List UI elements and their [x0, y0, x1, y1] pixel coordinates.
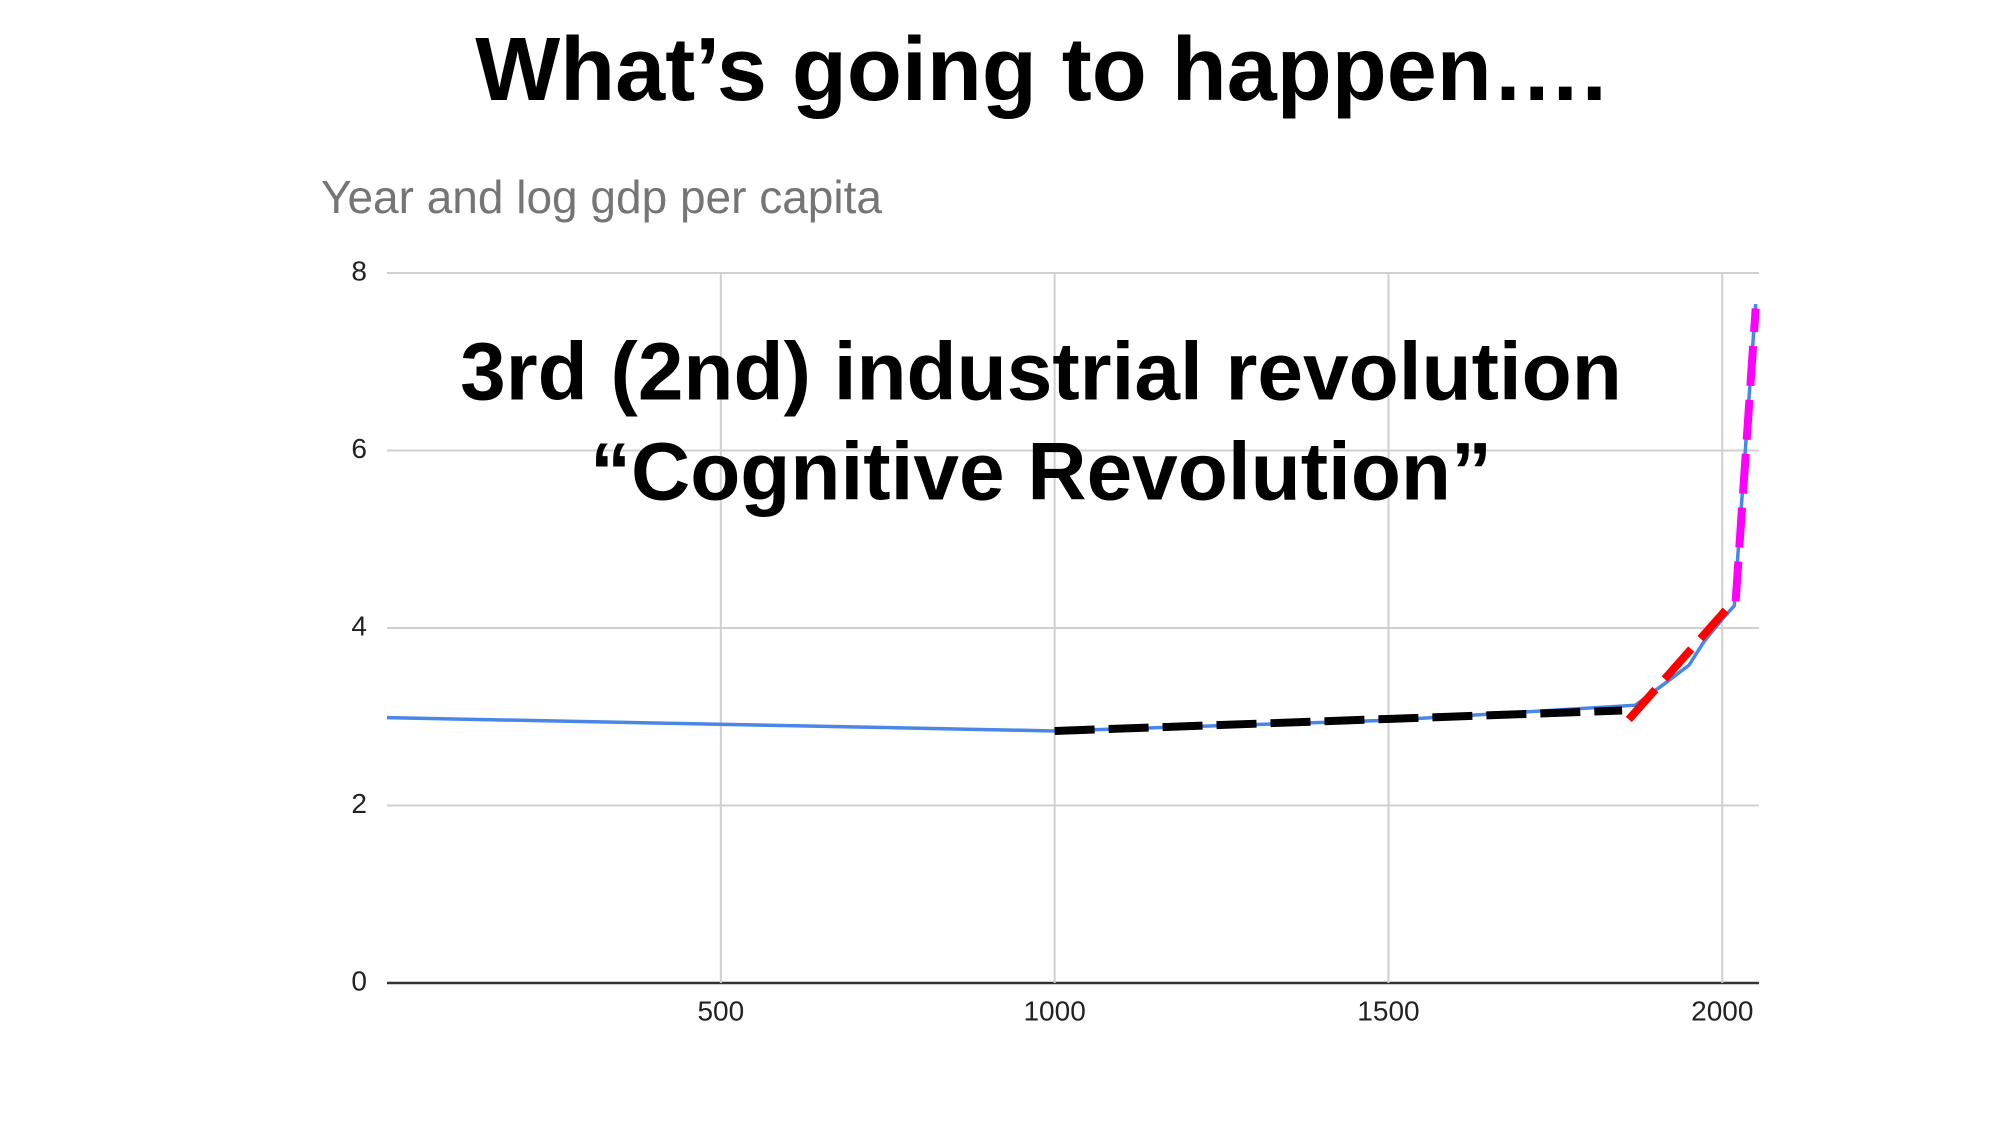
x-tick-label: 1000: [1023, 995, 1085, 1026]
trend-line: [1054, 706, 1623, 735]
x-tick-label: 2000: [1691, 995, 1753, 1026]
x-tick-label: 1500: [1357, 995, 1419, 1026]
y-tick-label: 0: [351, 965, 367, 996]
annotation: “Cognitive Revolution”: [590, 427, 1492, 518]
y-tick-label: 8: [351, 255, 367, 286]
y-tick-label: 4: [351, 610, 367, 641]
annotation: 3rd (2nd) industrial revolution: [460, 327, 1622, 418]
plot: 0 2 4 6 8 500 1000 1500 2000: [351, 255, 1760, 1026]
x-tick-label: 500: [697, 995, 744, 1026]
trend-line: [1625, 607, 1729, 723]
y-tick-label: 6: [351, 433, 367, 464]
chart-title: Year and log gdp per capita: [321, 171, 882, 223]
page-title: What’s going to happen….: [475, 20, 1607, 120]
y-tick-label: 2: [351, 788, 367, 819]
trend-line: [1731, 308, 1760, 602]
